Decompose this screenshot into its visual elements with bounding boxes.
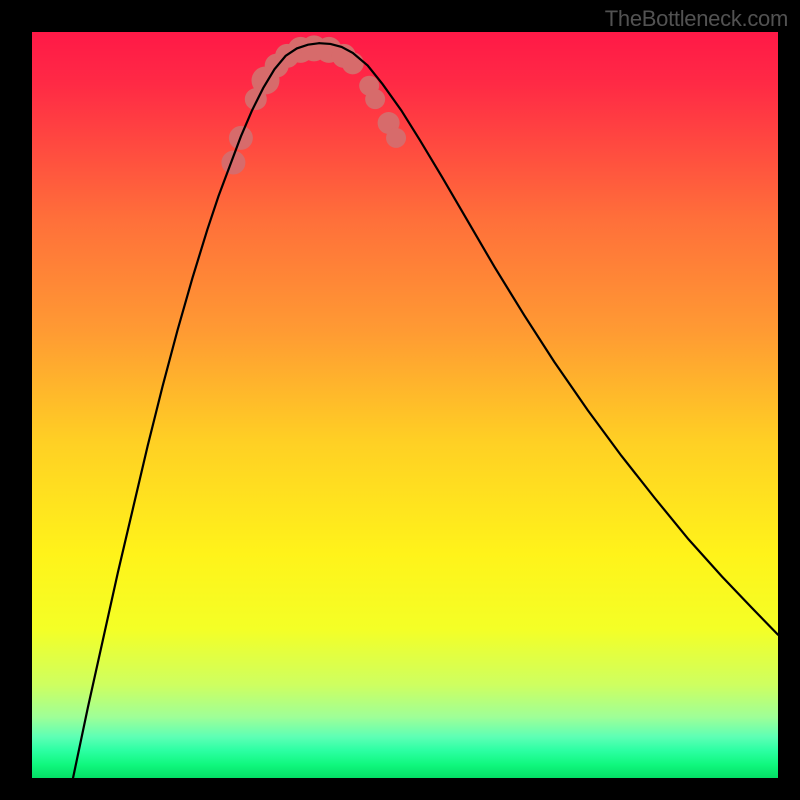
marker-layer [221,35,406,174]
chart-svg [32,32,778,778]
plot-area [32,32,778,778]
curve-left [73,43,319,778]
data-marker [342,52,364,74]
data-marker [365,89,385,109]
data-marker [386,128,406,148]
watermark-text: TheBottleneck.com [605,6,788,32]
